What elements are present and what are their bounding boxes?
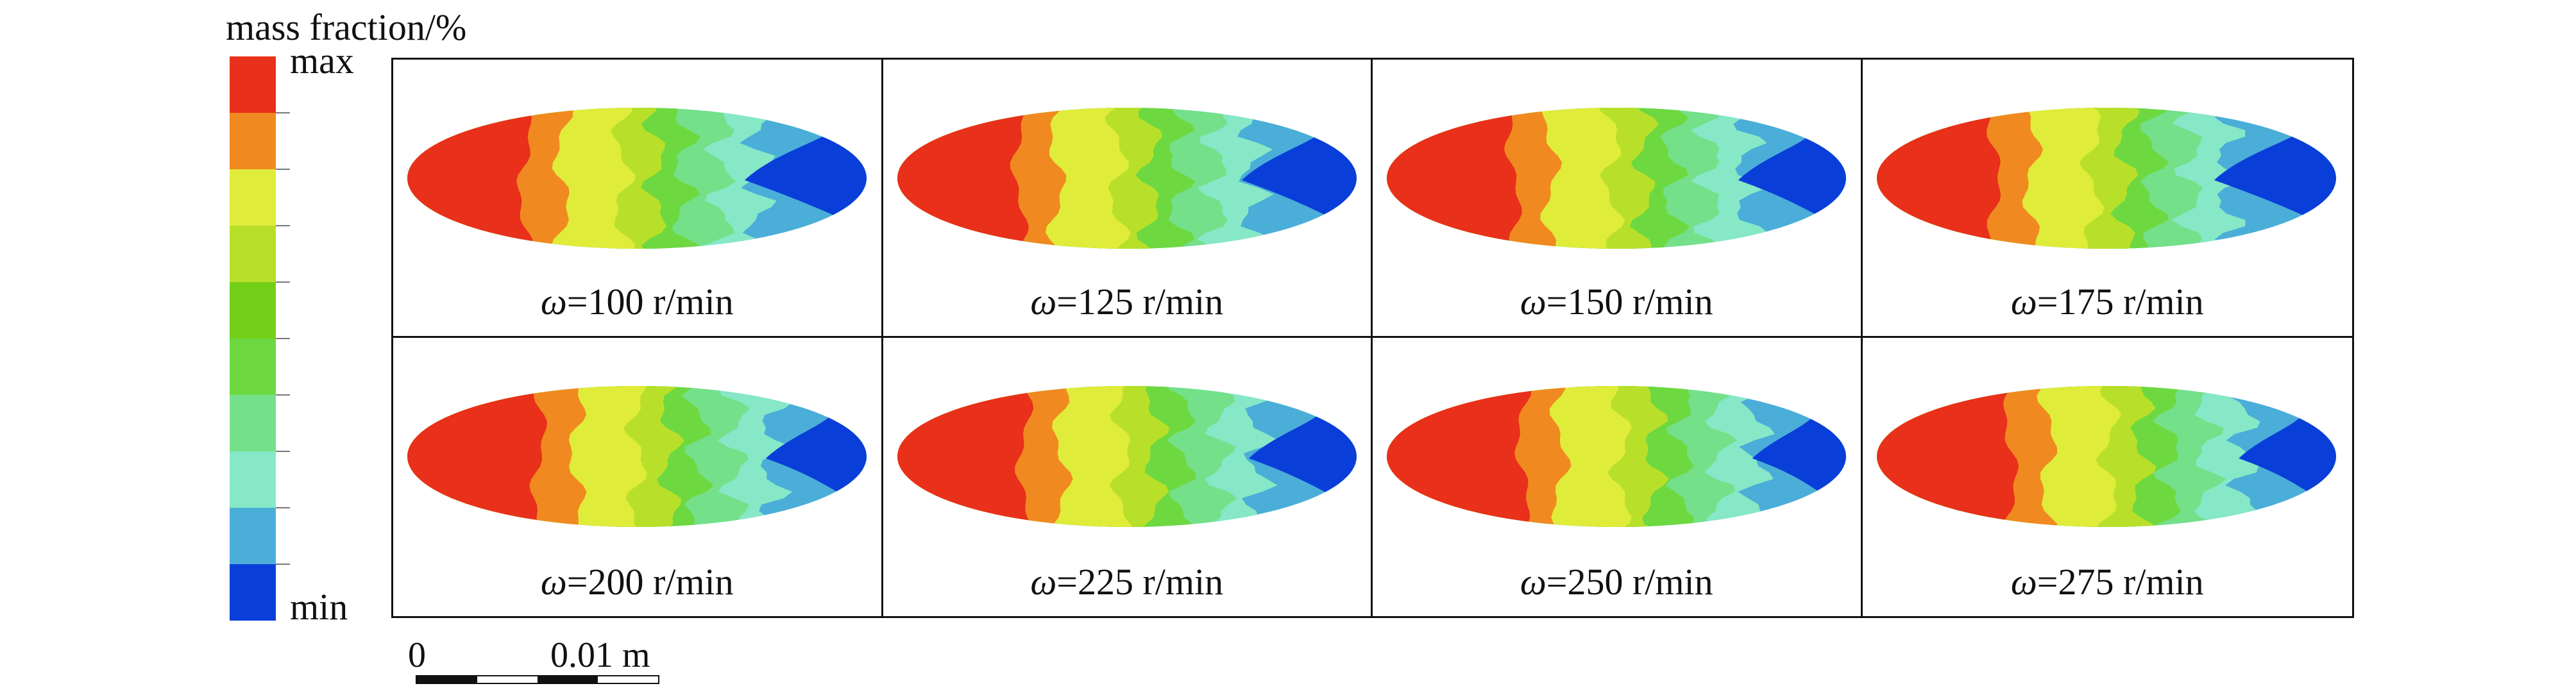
contour-plot bbox=[1387, 386, 1846, 527]
legend-tick bbox=[276, 507, 290, 508]
contour-panel: ω=250 r/min bbox=[1373, 338, 1863, 616]
legend-swatch bbox=[230, 169, 276, 226]
panel-label: ω=175 r/min bbox=[1863, 280, 2353, 324]
contour-band bbox=[2238, 408, 2336, 511]
omega-symbol: ω bbox=[540, 281, 567, 322]
speed-value: =125 r/min bbox=[1056, 281, 1224, 322]
contour-band bbox=[1387, 108, 1522, 249]
legend-min-label: min bbox=[290, 586, 348, 628]
contour-plot bbox=[407, 108, 867, 249]
legend-tick bbox=[276, 281, 290, 283]
legend-swatch bbox=[230, 282, 276, 339]
panel-grid: ω=100 r/min ω=125 r/min ω=150 r/min ω=175 r… bbox=[391, 58, 2354, 618]
legend-tick bbox=[276, 394, 290, 396]
contour-band bbox=[897, 386, 1033, 527]
panel-label: ω=275 r/min bbox=[1863, 560, 2353, 605]
legend-ticks bbox=[276, 56, 290, 621]
scalebar-value-label: 0.01 m bbox=[550, 635, 650, 675]
speed-value: =225 r/min bbox=[1056, 561, 1224, 603]
omega-symbol: ω bbox=[1030, 561, 1057, 603]
omega-symbol: ω bbox=[2010, 281, 2037, 322]
contour-plot bbox=[407, 386, 867, 527]
contour-plot bbox=[1387, 108, 1846, 249]
legend-tick bbox=[276, 112, 290, 113]
panel-label: ω=125 r/min bbox=[883, 280, 1371, 324]
omega-symbol: ω bbox=[1520, 561, 1546, 603]
legend-title: mass fraction/% bbox=[226, 6, 467, 48]
contour-band bbox=[1876, 108, 2001, 249]
contour-panel: ω=100 r/min bbox=[393, 60, 883, 338]
legend-tick bbox=[276, 169, 290, 170]
speed-value: =200 r/min bbox=[566, 561, 734, 603]
contour-band bbox=[407, 108, 534, 249]
contour-band bbox=[1876, 386, 2019, 527]
scalebar-segment bbox=[538, 676, 598, 683]
legend-swatch bbox=[230, 564, 276, 621]
panel-label: ω=225 r/min bbox=[883, 560, 1371, 605]
scalebar-segment bbox=[417, 676, 477, 683]
contour-band bbox=[1738, 130, 1846, 233]
contour-panel: ω=200 r/min bbox=[393, 338, 883, 616]
panel-label: ω=200 r/min bbox=[393, 560, 881, 605]
scalebar-zero-label: 0 bbox=[408, 635, 426, 675]
contour-band bbox=[1387, 386, 1532, 527]
speed-value: =100 r/min bbox=[566, 281, 734, 322]
panel-label: ω=250 r/min bbox=[1373, 560, 1861, 605]
contour-band bbox=[744, 130, 867, 233]
omega-symbol: ω bbox=[2010, 561, 2037, 603]
legend-swatch bbox=[230, 56, 276, 113]
contour-band bbox=[765, 408, 867, 511]
legend-swatch bbox=[230, 113, 276, 169]
legend-swatch bbox=[230, 508, 276, 564]
omega-symbol: ω bbox=[540, 561, 567, 603]
legend-swatch bbox=[230, 226, 276, 282]
legend-swatch bbox=[230, 395, 276, 451]
omega-symbol: ω bbox=[1520, 281, 1546, 322]
contour-panel: ω=225 r/min bbox=[883, 338, 1373, 616]
speed-value: =275 r/min bbox=[2037, 561, 2204, 603]
legend-swatch bbox=[230, 339, 276, 395]
speed-value: =175 r/min bbox=[2037, 281, 2204, 322]
legend-tick bbox=[276, 451, 290, 452]
panel-label: ω=150 r/min bbox=[1373, 280, 1861, 324]
contour-plot bbox=[897, 108, 1357, 249]
speed-value: =150 r/min bbox=[1546, 281, 1713, 322]
contour-plot bbox=[897, 386, 1357, 527]
contour-plot bbox=[1876, 108, 2336, 249]
contour-band bbox=[407, 386, 547, 527]
contour-panel: ω=150 r/min bbox=[1373, 60, 1863, 338]
contour-band bbox=[1248, 408, 1357, 511]
speed-value: =250 r/min bbox=[1546, 561, 1713, 603]
contour-band bbox=[897, 108, 1029, 249]
contour-band bbox=[2214, 130, 2336, 233]
legend-max-label: max bbox=[290, 40, 354, 81]
scalebar-segment bbox=[477, 676, 538, 683]
omega-symbol: ω bbox=[1030, 281, 1057, 322]
legend-swatch bbox=[230, 451, 276, 508]
scale-bar bbox=[416, 675, 659, 684]
legend-color-bar bbox=[230, 56, 276, 621]
contour-panel: ω=175 r/min bbox=[1862, 60, 2353, 338]
legend-tick bbox=[276, 338, 290, 339]
legend-tick bbox=[276, 564, 290, 565]
contour-band bbox=[1241, 130, 1357, 233]
contour-panel: ω=275 r/min bbox=[1863, 338, 2353, 616]
scalebar-segment bbox=[598, 676, 658, 683]
contour-plot bbox=[1876, 386, 2336, 527]
contour-panel: ω=125 r/min bbox=[883, 60, 1373, 338]
panel-label: ω=100 r/min bbox=[393, 280, 881, 324]
legend-tick bbox=[276, 225, 290, 226]
